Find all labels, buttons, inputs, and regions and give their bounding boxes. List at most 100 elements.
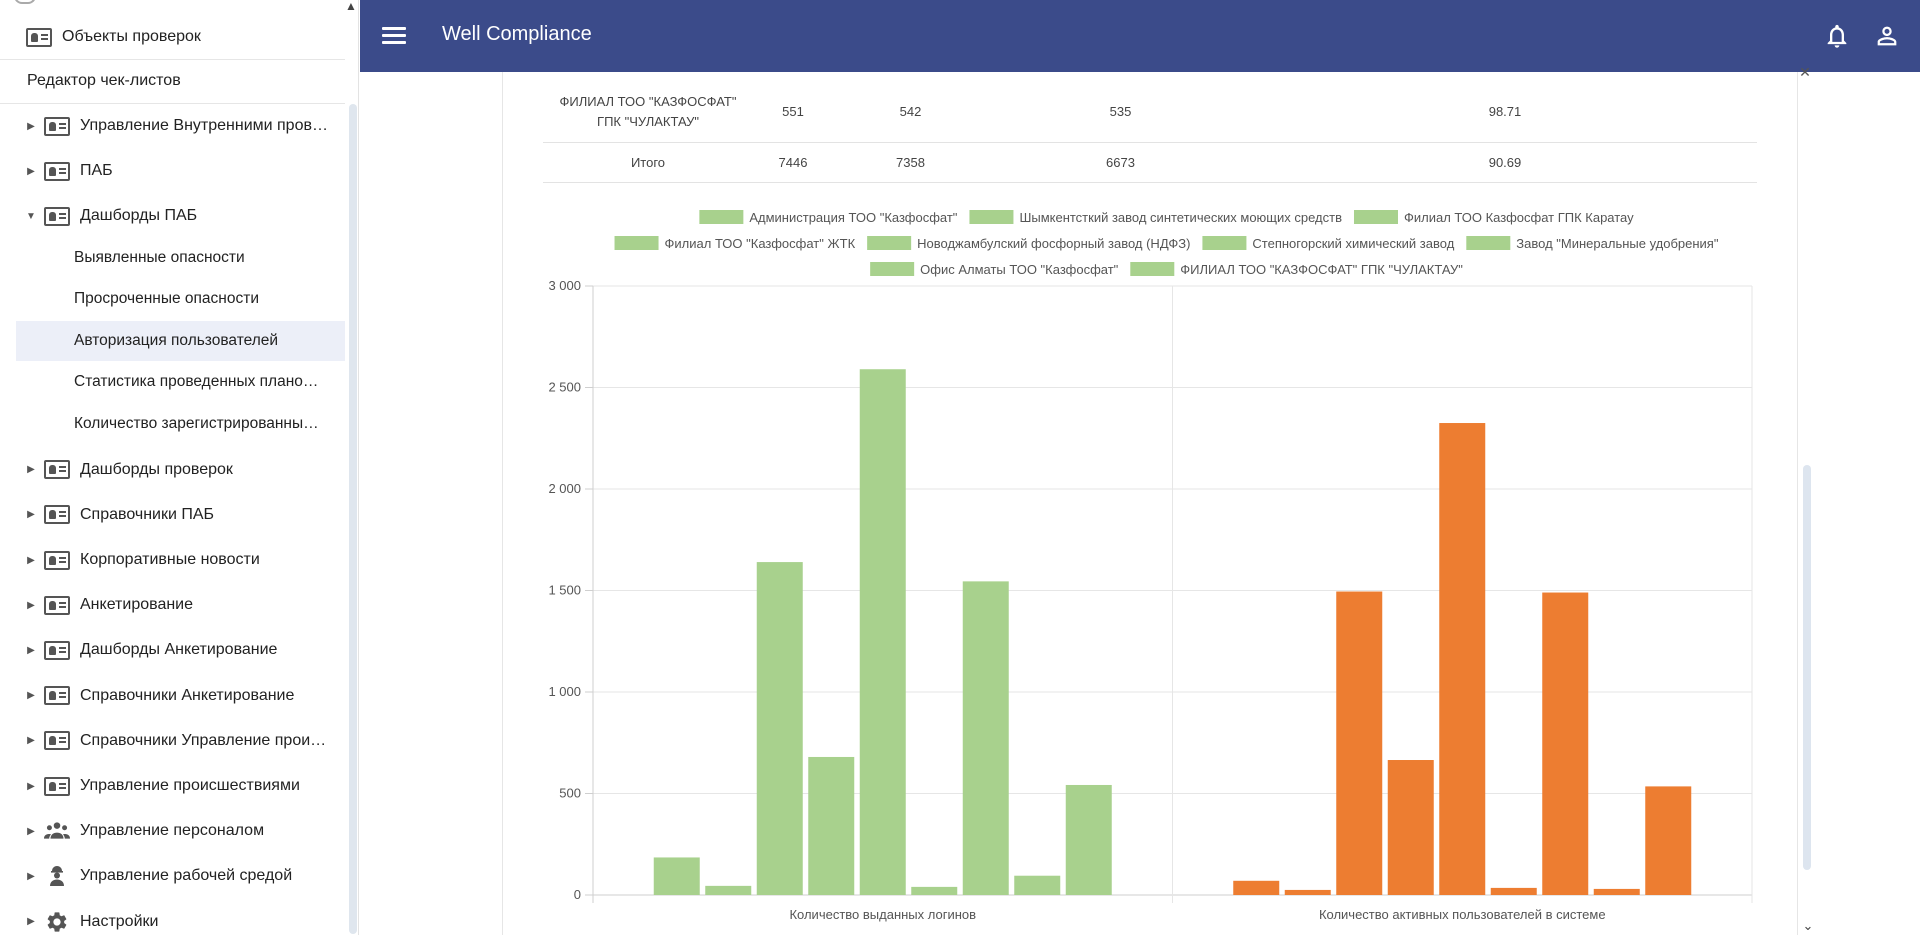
sidebar-group-3[interactable]: ▼ Дашборды ПАБ: [0, 196, 345, 236]
legend-item[interactable]: Степногорский химический завод: [1202, 236, 1455, 251]
sidebar-subitem-5[interactable]: Количество зарегистрированны…: [16, 404, 345, 444]
caret-right-icon[interactable]: ▶: [27, 644, 35, 656]
table-cell-name: Итого: [543, 142, 753, 183]
sidebar-group-6[interactable]: ▶ Корпоративные новости: [0, 540, 345, 580]
table-cell-name: ФИЛИАЛ ТОО "КАЗФОСФАТ" ГПК "ЧУЛАКТАУ": [543, 82, 753, 143]
y-tick-label: 2 500: [548, 380, 581, 395]
sidebar-subitem-label: Количество зарегистрированны…: [74, 415, 319, 432]
hamburger-menu-icon[interactable]: [382, 24, 406, 48]
bell-icon[interactable]: [1823, 22, 1851, 50]
sidebar-group-label: Управление персоналом: [80, 822, 265, 840]
caret-right-icon[interactable]: ▶: [27, 735, 35, 747]
sidebar-subitem-2[interactable]: Просроченные опасности: [16, 279, 345, 319]
contact-card-icon: [44, 161, 70, 181]
sidebar-group-label: Настройки: [80, 912, 159, 930]
contact-card-icon: [26, 27, 52, 47]
caret-right-icon[interactable]: ▶: [27, 916, 35, 928]
x-category-label: Количество активных пользователей в сист…: [1319, 907, 1606, 922]
legend-label: ФИЛИАЛ ТОО "КАЗФОСФАТ" ГПК "ЧУЛАКТАУ": [1180, 262, 1463, 277]
contact-card-icon: [44, 460, 70, 480]
y-tick-label: 3 000: [548, 278, 581, 293]
content-scrollbar[interactable]: [1803, 465, 1811, 870]
bar: [1065, 784, 1112, 895]
contact-card-icon: [44, 116, 70, 136]
table-cell: 6673: [988, 142, 1253, 183]
scroll-down-arrow-icon[interactable]: ⌄: [1802, 918, 1814, 933]
legend-swatch: [1130, 262, 1175, 276]
caret-right-icon[interactable]: ▶: [27, 870, 35, 882]
sidebar-group-1[interactable]: ▶ Управление Внутренними пров…: [0, 106, 345, 146]
table-cell: 7446: [753, 142, 833, 183]
bar: [911, 886, 958, 895]
legend-swatch: [614, 236, 659, 250]
scroll-up-arrow-icon[interactable]: ▲: [345, 0, 357, 13]
legend-swatch: [870, 262, 915, 276]
caret-right-icon[interactable]: ▶: [27, 690, 35, 702]
sidebar-scrollbar[interactable]: [349, 104, 357, 934]
bar: [808, 756, 855, 895]
sidebar-group-label: Справочники ПАБ: [80, 505, 215, 523]
legend-item[interactable]: Филиал ТОО "Казфосфат" ЖТК: [614, 236, 856, 251]
caret-right-icon[interactable]: ▶: [27, 554, 35, 566]
sidebar-group-7[interactable]: ▶ Анкетирование: [0, 585, 345, 625]
sidebar-item-checklist-editor[interactable]: Редактор чек-листов: [27, 72, 181, 89]
sidebar-group-label: Корпоративные новости: [80, 551, 260, 568]
sidebar-group-5[interactable]: ▶ Справочники ПАБ: [0, 495, 345, 535]
caret-right-icon[interactable]: ▶: [27, 509, 35, 521]
sidebar-group-9[interactable]: ▶ Справочники Анкетирование: [0, 676, 345, 716]
sidebar-group-8[interactable]: ▶ Дашборды Анкетирование: [0, 630, 345, 670]
summary-table: ФИЛИАЛ ТОО "КАЗФОСФАТ" ГПК "ЧУЛАКТАУ" 551…: [543, 82, 1757, 183]
table-row: ФИЛИАЛ ТОО "КАЗФОСФАТ" ГПК "ЧУЛАКТАУ" 551…: [543, 82, 1757, 143]
bar: [756, 562, 803, 895]
legend-item[interactable]: Шымкентсткий завод синтетических моющих …: [969, 210, 1342, 225]
contact-card-icon: [44, 206, 70, 226]
legend-item[interactable]: Завод "Минеральные удобрения": [1466, 236, 1719, 251]
sidebar-group-12[interactable]: ▶ Управление персоналом: [0, 811, 345, 851]
app-header: Well Compliance: [360, 0, 1920, 72]
sidebar-subitem-4[interactable]: Статистика проведенных плано…: [16, 362, 345, 402]
sidebar-item-objects[interactable]: Объекты проверок: [0, 17, 345, 57]
legend-item[interactable]: Новоджамбулский фосфорный завод (НДФЗ): [867, 236, 1190, 251]
sidebar-group-4[interactable]: ▶ Дашборды проверок: [0, 450, 345, 490]
legend-item[interactable]: Администрация ТОО "Казфосфат": [699, 210, 958, 225]
caret-right-icon[interactable]: ▶: [27, 780, 35, 792]
contact-card-icon: [44, 776, 70, 796]
legend-label: Офис Алматы ТОО "Казфосфат": [920, 262, 1119, 277]
sidebar-group-label: ПАБ: [80, 162, 113, 180]
sidebar-group-13[interactable]: ▶ Управление рабочей средой: [0, 856, 345, 896]
bar: [1014, 875, 1061, 895]
table-row: Итого 7446 7358 6673 90.69: [543, 142, 1757, 183]
bar: [1490, 887, 1537, 895]
bar-chart-svg: Администрация ТОО "Казфосфат" Шымкентстки…: [548, 210, 1753, 922]
collapsed-item-icon: [14, 0, 36, 4]
bar: [1542, 592, 1589, 895]
sidebar-group-2[interactable]: ▶ ПАБ: [0, 151, 345, 191]
legend-item[interactable]: Офис Алматы ТОО "Казфосфат": [870, 262, 1119, 277]
sidebar-group-label: Дашборды ПАБ: [80, 207, 198, 225]
table-cell: 98.71: [1253, 82, 1757, 143]
sidebar-group-11[interactable]: ▶ Управление происшествиями: [0, 766, 345, 806]
bar: [1336, 591, 1383, 895]
caret-right-icon[interactable]: ▶: [27, 599, 35, 611]
legend-item[interactable]: ФИЛИАЛ ТОО "КАЗФОСФАТ" ГПК "ЧУЛАКТАУ": [1130, 262, 1463, 277]
sidebar-subitem-3[interactable]: Авторизация пользователей: [16, 320, 345, 361]
legend-item[interactable]: Филиал ТОО Казфосфат ГПК Каратау: [1353, 210, 1634, 225]
sidebar-group-10[interactable]: ▶ Справочники Управление прои…: [0, 721, 345, 761]
sidebar-group-label: Дашборды проверок: [80, 460, 233, 478]
account-icon[interactable]: [1873, 22, 1901, 50]
y-tick-label: 500: [559, 786, 581, 801]
caret-right-icon[interactable]: ▶: [27, 825, 35, 837]
caret-right-icon[interactable]: ▶: [27, 464, 35, 476]
legend-label: Новоджамбулский фосфорный завод (НДФЗ): [917, 236, 1190, 251]
sidebar-group-label: Справочники Управление прои…: [80, 731, 327, 749]
caret-right-icon[interactable]: ▶: [27, 165, 35, 177]
sidebar-group-14[interactable]: ▶ Настройки: [0, 902, 345, 935]
close-icon[interactable]: ✕: [1799, 64, 1811, 80]
table-cell: 90.69: [1253, 142, 1757, 183]
sidebar-subitem-1[interactable]: Выявленные опасности: [16, 238, 345, 278]
caret-right-icon[interactable]: ▶: [27, 120, 35, 132]
y-tick-label: 1 000: [548, 684, 581, 699]
caret-down-icon[interactable]: ▼: [26, 210, 36, 222]
contact-card-icon: [44, 505, 70, 525]
sidebar-group-label: Справочники Анкетирование: [80, 686, 295, 704]
